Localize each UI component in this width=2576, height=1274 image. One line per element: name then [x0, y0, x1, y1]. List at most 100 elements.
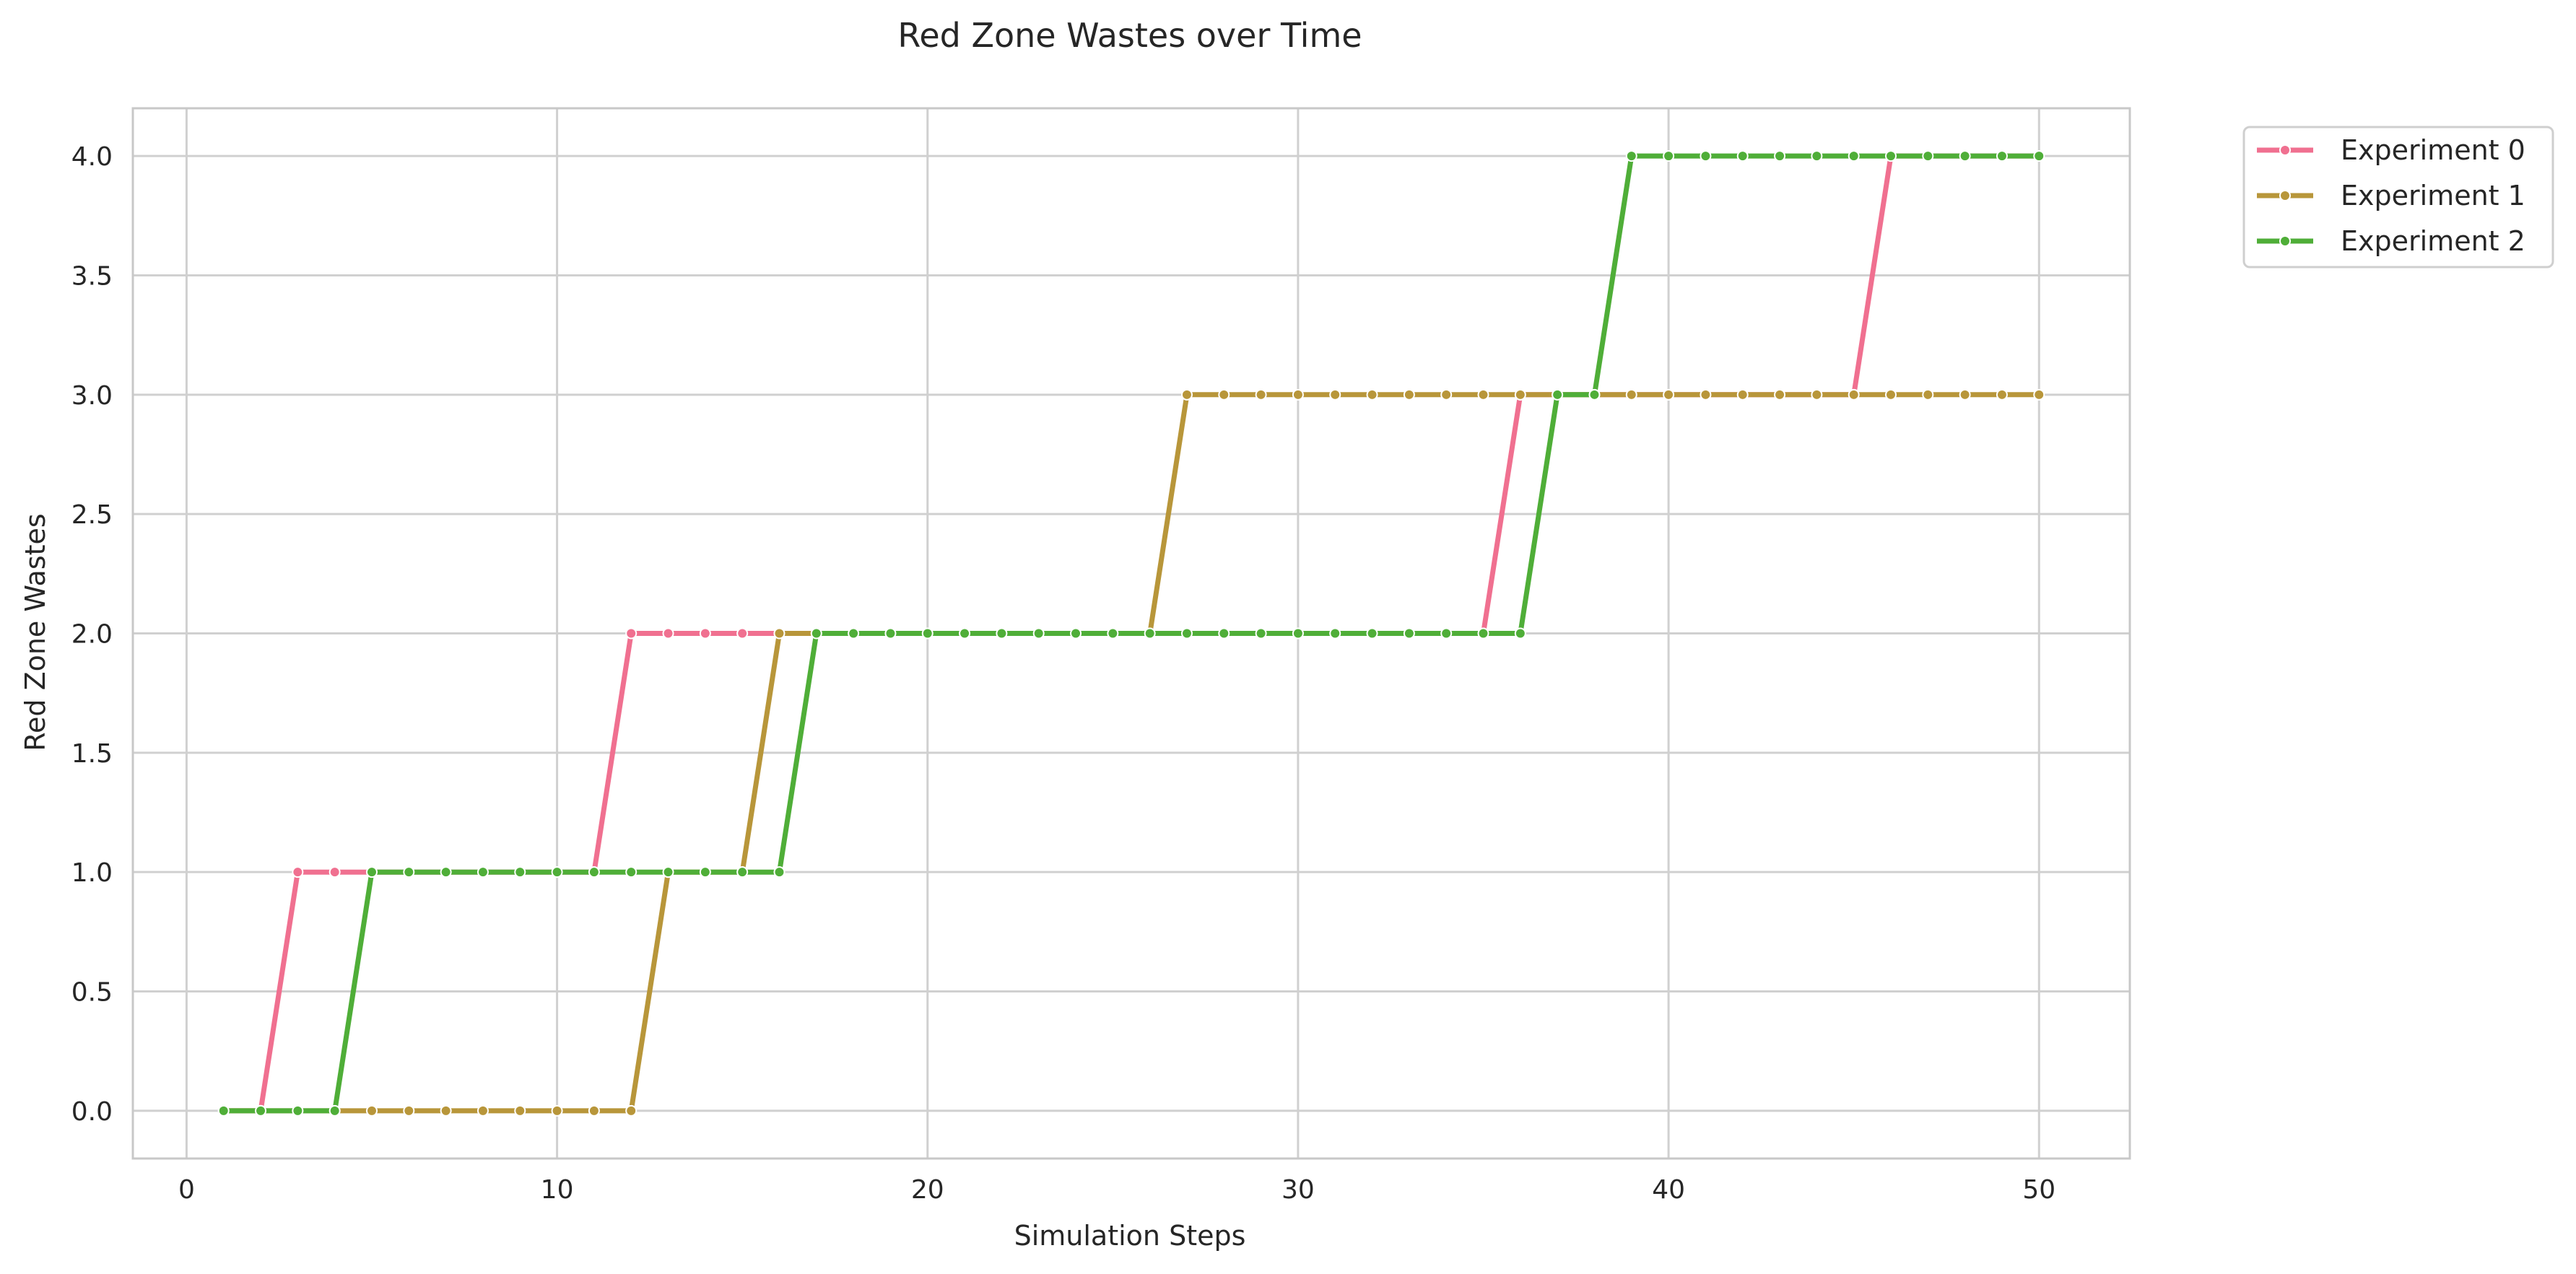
data-point [2033, 388, 2045, 401]
y-tick-label: 2.5 [71, 500, 113, 530]
x-tick-label: 50 [2022, 1175, 2055, 1205]
data-point [1885, 150, 1897, 162]
data-point [1440, 627, 1453, 640]
y-tick-label: 3.5 [71, 261, 113, 291]
data-point [328, 866, 341, 878]
legend-label: Experiment 0 [2341, 134, 2525, 166]
x-tick-label: 10 [541, 1175, 574, 1205]
data-point [551, 866, 563, 878]
data-point [1514, 627, 1526, 640]
legend-label: Experiment 2 [2341, 225, 2525, 257]
data-point [1180, 627, 1193, 640]
data-point [810, 627, 822, 640]
data-point [1329, 388, 1341, 401]
data-point [1736, 150, 1749, 162]
data-point [440, 866, 452, 878]
data-point [1032, 627, 1045, 640]
plot-frame [131, 107, 2131, 1160]
data-point [1180, 388, 1193, 401]
x-tick-label: 40 [1652, 1175, 1685, 1205]
x-tick-label: 0 [178, 1175, 195, 1205]
data-point [996, 627, 1008, 640]
data-point [1663, 388, 1675, 401]
data-point [1477, 388, 1489, 401]
data-point [217, 1104, 230, 1117]
y-tick-label: 1.5 [71, 739, 113, 769]
data-point [1218, 627, 1230, 640]
data-point [884, 627, 897, 640]
data-point [1514, 388, 1526, 401]
data-point [1218, 388, 1230, 401]
data-point [625, 866, 638, 878]
x-tick-label: 30 [1282, 1175, 1315, 1205]
data-point [1774, 150, 1786, 162]
data-point [699, 866, 711, 878]
data-point [1329, 627, 1341, 640]
legend-item: Experiment 2 [2257, 225, 2525, 257]
data-point [1959, 388, 1971, 401]
data-point [848, 627, 860, 640]
data-point [1403, 627, 1415, 640]
data-point [959, 627, 971, 640]
data-point [365, 1104, 378, 1117]
data-point [1144, 627, 1156, 640]
data-point [1922, 388, 1934, 401]
data-point [1885, 388, 1897, 401]
data-point [403, 866, 415, 878]
data-point [255, 1104, 267, 1117]
data-point [1477, 627, 1489, 640]
legend-label: Experiment 1 [2341, 180, 2525, 211]
data-point [773, 627, 786, 640]
data-point [1292, 627, 1304, 640]
data-point [1922, 150, 1934, 162]
data-point [1774, 388, 1786, 401]
data-point [699, 627, 711, 640]
data-point [2033, 150, 2045, 162]
data-point [588, 866, 600, 878]
data-point [1070, 627, 1082, 640]
data-point [1625, 388, 1637, 401]
data-point [1700, 388, 1712, 401]
data-point [1848, 150, 1860, 162]
legend: Experiment 0 Experiment 1 Experiment 2 [2242, 126, 2554, 269]
y-tick-label: 1.0 [71, 858, 113, 888]
data-point [1811, 388, 1823, 401]
data-point [1403, 388, 1415, 401]
data-point [1959, 150, 1971, 162]
chart-title: Red Zone Wastes over Time [897, 16, 1362, 55]
data-point [1663, 150, 1675, 162]
legend-item: Experiment 1 [2257, 180, 2525, 211]
data-point [514, 1104, 526, 1117]
data-point [1255, 627, 1267, 640]
data-point [365, 866, 378, 878]
x-axis-label: Simulation Steps [1014, 1220, 1246, 1252]
data-point [662, 866, 674, 878]
series-line [223, 153, 2040, 1114]
y-tick-label: 3.0 [71, 381, 113, 411]
y-tick-label: 2.0 [71, 620, 113, 650]
data-point [773, 866, 786, 878]
data-point [921, 627, 934, 640]
data-point [1811, 150, 1823, 162]
data-point [1366, 388, 1378, 401]
data-point [403, 1104, 415, 1117]
data-point [440, 1104, 452, 1117]
data-point [1366, 627, 1378, 640]
data-point [588, 1104, 600, 1117]
data-point [736, 866, 749, 878]
data-point [1255, 388, 1267, 401]
legend-marker [2279, 235, 2291, 247]
data-point [328, 1104, 341, 1117]
x-tick-label: 20 [911, 1175, 944, 1205]
data-point [736, 627, 749, 640]
legend-item: Experiment 0 [2257, 134, 2525, 166]
data-point [1625, 150, 1637, 162]
data-point [1440, 388, 1453, 401]
data-point [662, 627, 674, 640]
data-point [292, 866, 304, 878]
data-point [1700, 150, 1712, 162]
y-tick-label: 0.0 [71, 1097, 113, 1127]
data-point [477, 1104, 489, 1117]
series-experiment-2 [217, 150, 2045, 1117]
